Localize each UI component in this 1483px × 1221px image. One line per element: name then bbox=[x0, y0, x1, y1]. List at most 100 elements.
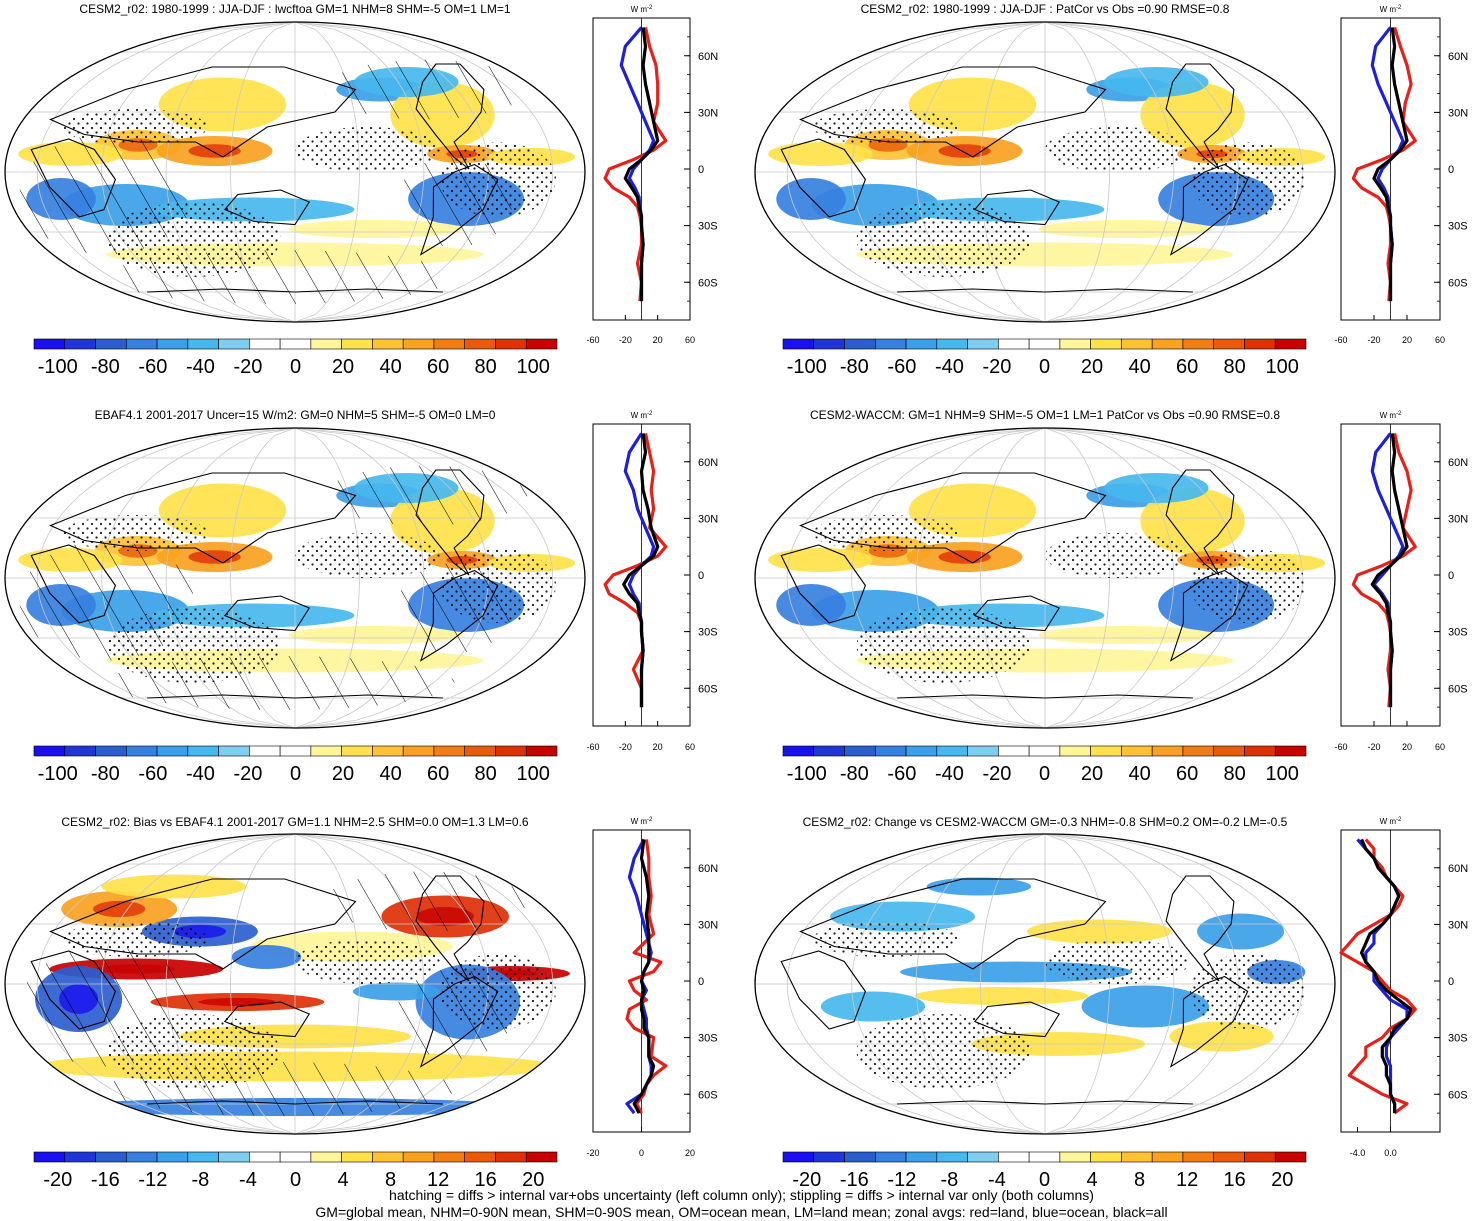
colorbar-label: -60 bbox=[138, 763, 167, 785]
colorbar-swatch bbox=[402, 338, 435, 350]
map bbox=[5, 22, 585, 322]
zonal-lat-label: 0 bbox=[1448, 976, 1454, 988]
colorbar-swatch bbox=[998, 1151, 1030, 1163]
colorbar-swatch bbox=[64, 1151, 96, 1163]
colorbar-swatch bbox=[1028, 338, 1061, 350]
colorbar-swatch bbox=[64, 745, 96, 757]
coastline bbox=[419, 975, 499, 1068]
coastline bbox=[147, 1100, 443, 1105]
colorbar-swatch bbox=[967, 338, 999, 350]
panel-4: CESM2-WACCM: GM=1 NHM=9 SHM=-5 OM=1 LM=1… bbox=[754, 408, 1468, 785]
colorbar-label: -20 bbox=[234, 356, 263, 378]
colorbar-swatch bbox=[1274, 1151, 1307, 1163]
colorbar-label: 20 bbox=[332, 763, 354, 785]
zonal-series-all bbox=[1360, 838, 1413, 1114]
colorbar-label: -100 bbox=[787, 356, 827, 378]
hatching bbox=[324, 59, 527, 120]
zonal-lat-label: 30S bbox=[1448, 627, 1468, 639]
zonal-series-ocean bbox=[1356, 838, 1409, 1114]
colorbar-label: -20 bbox=[43, 1169, 72, 1191]
stippling bbox=[1045, 533, 1190, 578]
colorbar-label: 60 bbox=[427, 763, 449, 785]
stippling bbox=[856, 202, 1031, 277]
zonal-lat-label: 30N bbox=[1448, 513, 1468, 525]
colorbar-swatch bbox=[125, 1151, 158, 1163]
zonal-value-label: -20 bbox=[1367, 335, 1380, 345]
zonal-lat-label: 0 bbox=[698, 976, 704, 988]
zonal-series-all bbox=[622, 433, 660, 708]
coastline bbox=[973, 595, 1061, 632]
colorbar-label: -12 bbox=[887, 1169, 916, 1191]
zonal-units: W m-2 bbox=[1380, 5, 1402, 14]
colorbar-swatch bbox=[874, 1151, 907, 1163]
anomaly-region bbox=[1140, 82, 1245, 148]
map-border bbox=[4, 21, 586, 323]
coastline bbox=[30, 544, 117, 624]
colorbar-label: -12 bbox=[138, 1169, 167, 1191]
anomaly-region bbox=[1026, 919, 1172, 944]
colorbar-swatch bbox=[433, 338, 466, 350]
anomaly-region bbox=[1081, 985, 1210, 1028]
colorbar-label: 20 bbox=[1271, 1169, 1293, 1191]
colorbar-swatch bbox=[936, 338, 968, 350]
stippling bbox=[295, 939, 440, 984]
colorbar-swatch bbox=[998, 338, 1030, 350]
zonal-value-label: -20 bbox=[586, 1148, 599, 1158]
anomaly-core bbox=[188, 144, 241, 158]
zonal-lat-label: 30N bbox=[698, 107, 718, 119]
zonal-series-all bbox=[632, 839, 656, 1114]
colorbar-label: -100 bbox=[38, 356, 78, 378]
colorbar-swatch bbox=[1244, 338, 1276, 350]
colorbar-swatch bbox=[1121, 1151, 1153, 1163]
map-border bbox=[4, 833, 586, 1135]
zonal-lat-label: 60S bbox=[1448, 277, 1468, 289]
zonal-value-label: 60 bbox=[1435, 335, 1445, 345]
coastline bbox=[897, 1100, 1193, 1105]
panel-title: CESM2_r02: 1980-1999 : JJA-DJF : lwcftoa… bbox=[79, 2, 510, 16]
colorbar-label: 12 bbox=[427, 1169, 449, 1191]
anomaly-region bbox=[1140, 488, 1245, 554]
colorbar-label: 20 bbox=[1081, 356, 1103, 378]
colorbar-label: -40 bbox=[935, 763, 964, 785]
map bbox=[755, 428, 1335, 728]
zonal-lat-label: 60N bbox=[698, 863, 718, 875]
panel-3: EBAF4.1 2001-2017 Uncer=15 W/m2: GM=0 NH… bbox=[4, 408, 718, 785]
colorbar-label: -40 bbox=[186, 356, 215, 378]
zonal-lat-label: 0 bbox=[698, 164, 704, 176]
colorbar-label: 100 bbox=[517, 356, 550, 378]
colorbar-swatch bbox=[187, 338, 219, 350]
colorbar-swatch bbox=[1182, 1151, 1215, 1163]
colorbar-swatch bbox=[464, 338, 496, 350]
coastline bbox=[1169, 569, 1249, 662]
colorbar-swatch bbox=[125, 338, 158, 350]
colorbar-swatch bbox=[525, 338, 558, 350]
colorbar-swatch bbox=[495, 1151, 527, 1163]
colorbar-swatch bbox=[156, 338, 189, 350]
colorbar-label: 0 bbox=[290, 763, 301, 785]
colorbar-label: -4 bbox=[988, 1169, 1006, 1191]
colorbar-swatch bbox=[782, 1151, 815, 1163]
colorbar-swatch bbox=[310, 1151, 342, 1163]
coastline bbox=[897, 694, 1193, 699]
colorbar-swatch bbox=[310, 338, 342, 350]
panel-title: CESM2-WACCM: GM=1 NHM=9 SHM=-5 OM=1 LM=1… bbox=[810, 408, 1280, 422]
colorbar-swatch bbox=[525, 745, 558, 757]
colorbar-swatch bbox=[1151, 338, 1184, 350]
colorbar-swatch bbox=[1213, 338, 1245, 350]
colorbar-swatch bbox=[218, 338, 250, 350]
zonal-value-label: 60 bbox=[685, 335, 695, 345]
colorbar-label: -40 bbox=[186, 763, 215, 785]
colorbar-swatch bbox=[33, 1151, 66, 1163]
colorbar-swatch bbox=[1121, 338, 1153, 350]
colorbar-label: -80 bbox=[91, 763, 120, 785]
anomaly-region bbox=[768, 142, 873, 166]
colorbar-label: -60 bbox=[887, 356, 916, 378]
zonal-lat-label: 30N bbox=[1448, 919, 1468, 931]
colorbar-swatch bbox=[1059, 1151, 1091, 1163]
colorbar-label: 0 bbox=[1039, 1169, 1050, 1191]
zonal-lat-label: 30S bbox=[698, 221, 718, 233]
zonal-panel: W m-2 60N 30N 0 30S 60S -60 -20 20 60 bbox=[1334, 411, 1468, 752]
stippling bbox=[1045, 939, 1190, 984]
zonal-lat-label: 30N bbox=[698, 919, 718, 931]
colorbar-swatch bbox=[1090, 1151, 1122, 1163]
